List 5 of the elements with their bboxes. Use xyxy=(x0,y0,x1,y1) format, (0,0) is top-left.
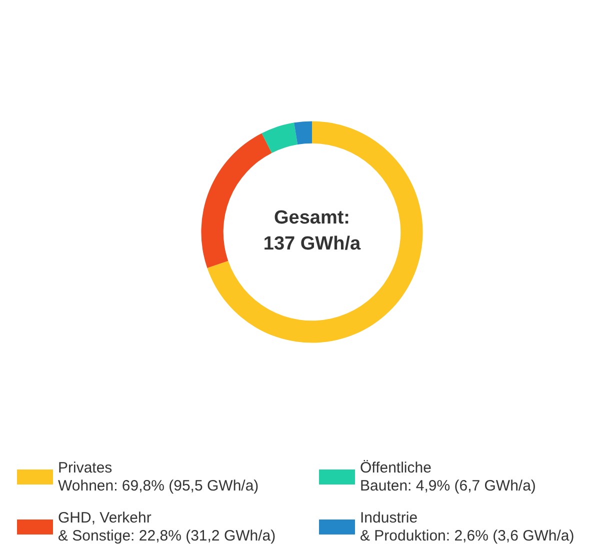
legend-label: GHD, Verkehr & Sonstige: 22,8% (31,2 GWh/a) xyxy=(58,510,276,544)
legend-label: Öffentliche Bauten: 4,9% (6,7 GWh/a) xyxy=(360,460,536,494)
legend-label: Privates Wohnen: 69,8% (95,5 GWh/a) xyxy=(58,460,259,494)
text: Gesamt: 137 GWh/a xyxy=(263,208,361,254)
legend-label: Industrie & Produktion: 2,6% (3,6 GWh/a) xyxy=(360,510,574,544)
